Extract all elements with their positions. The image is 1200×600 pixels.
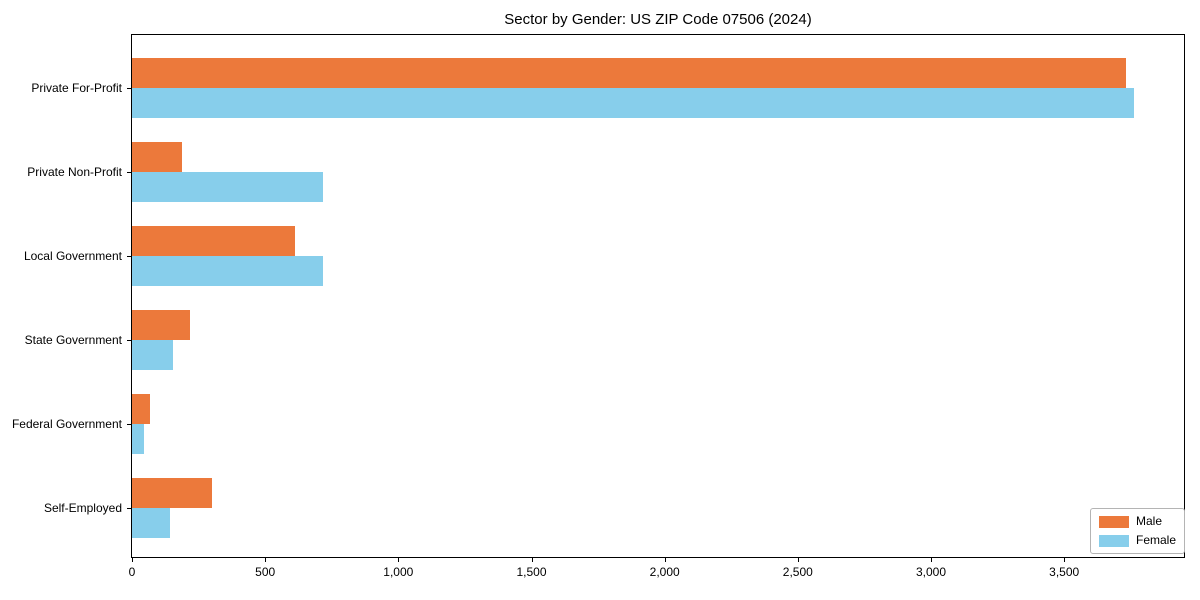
x-axis-tick-label: 0 [128, 565, 136, 579]
y-axis-label: Federal Government [11, 417, 122, 431]
legend-swatch-male [1099, 515, 1129, 528]
x-axis-tick [797, 558, 799, 562]
y-axis-label: Private Non-Profit [27, 165, 122, 179]
plot-area [131, 34, 1185, 558]
x-axis-tick [531, 558, 533, 562]
bar-male-category-1 [132, 142, 182, 172]
bar-male-category-3 [132, 310, 190, 340]
x-axis-tick [664, 558, 666, 562]
legend-label: Female [1136, 533, 1177, 547]
legend-item-female: Female [1099, 534, 1176, 547]
bar-female-category-5 [132, 508, 170, 538]
y-axis-label: Self-Employed [43, 501, 122, 515]
y-axis-tick [127, 256, 131, 257]
x-axis-tick-label: 3,000 [915, 565, 947, 579]
bar-female-category-2 [132, 256, 323, 286]
x-axis-tick [265, 558, 267, 562]
y-axis-tick [127, 508, 131, 509]
chart-title: Sector by Gender: US ZIP Code 07506 (202… [504, 11, 812, 28]
x-axis-tick-label: 500 [255, 565, 276, 579]
bar-female-category-0 [132, 88, 1134, 118]
legend-label: Male [1136, 514, 1163, 528]
x-axis-tick-label: 3,500 [1049, 565, 1080, 579]
bar-female-category-3 [132, 340, 173, 370]
legend-item-male: Male [1099, 515, 1176, 528]
y-axis-tick [127, 88, 131, 89]
bar-female-category-4 [132, 424, 145, 454]
x-axis-tick-label: 1,000 [383, 565, 414, 579]
legend-swatch-female [1099, 534, 1129, 547]
x-axis-tick-label: 1,500 [516, 565, 547, 579]
legend: Male Female [1090, 508, 1186, 554]
x-axis-tick [398, 558, 400, 562]
bar-female-category-1 [132, 172, 323, 202]
bar-male-category-0 [132, 58, 1126, 88]
bar-male-category-4 [132, 394, 150, 424]
x-axis-tick [1064, 558, 1066, 562]
x-axis-tick-label: 2,500 [782, 565, 813, 579]
x-axis-tick-label: 2,000 [649, 565, 680, 579]
y-axis-tick [127, 172, 131, 173]
bar-male-category-5 [132, 478, 212, 508]
y-axis-label: State Government [24, 333, 122, 347]
bar-male-category-2 [132, 226, 296, 256]
y-axis-tick [127, 340, 131, 341]
x-axis-tick [931, 558, 932, 562]
y-axis-label: Private For-Profit [31, 81, 122, 95]
x-axis-tick [132, 558, 133, 562]
y-axis-tick [127, 424, 131, 425]
y-axis-label: Local Government [23, 249, 122, 263]
